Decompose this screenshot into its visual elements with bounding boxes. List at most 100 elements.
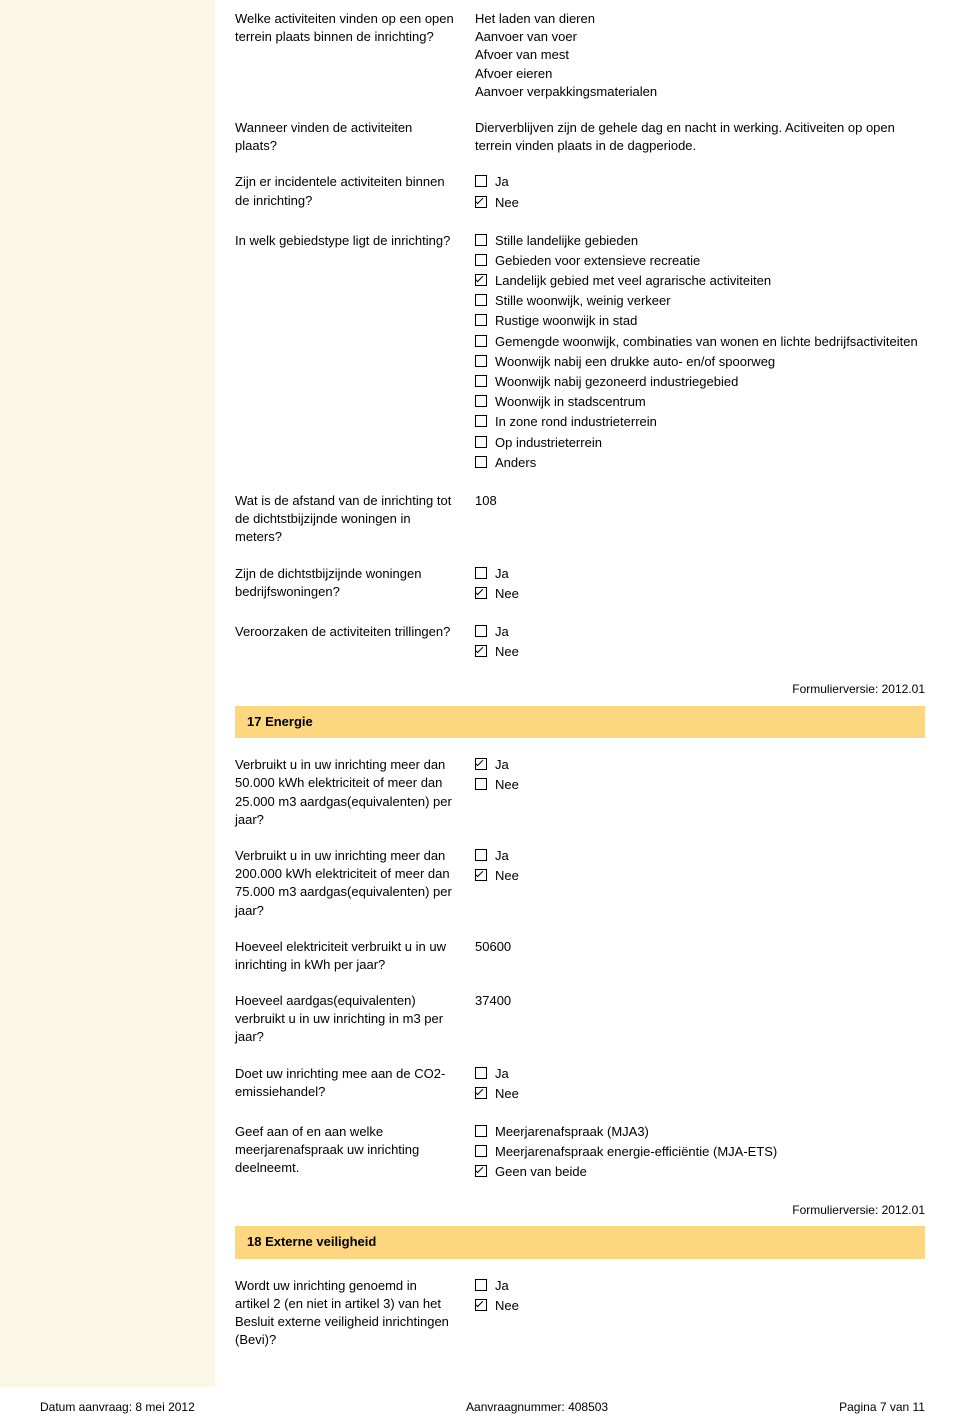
checkbox-label: In zone rond industrieterrein <box>495 413 657 431</box>
checkbox-icon[interactable] <box>475 1125 487 1137</box>
answer-company-homes: Ja Nee <box>475 565 925 605</box>
checkbox-option[interactable]: Gebieden voor extensieve recreatie <box>475 252 925 270</box>
checkbox-icon[interactable] <box>475 1067 487 1079</box>
answer-mja: Meerjarenafspraak (MJA3) Meerjarenafspraa… <box>475 1123 925 1184</box>
question-vibrations: Veroorzaken de activiteiten trillingen? <box>235 623 475 663</box>
footer-date: Datum aanvraag: 8 mei 2012 <box>20 1399 235 1416</box>
checkbox-icon[interactable] <box>475 758 487 770</box>
checkbox-option[interactable]: In zone rond industrieterrein <box>475 413 925 431</box>
checkbox-label: Op industrieterrein <box>495 434 602 452</box>
checkbox-icon[interactable] <box>475 869 487 881</box>
checkbox-label: Ja <box>495 756 509 774</box>
checkbox-icon[interactable] <box>475 254 487 266</box>
checkbox-icon[interactable] <box>475 375 487 387</box>
checkbox-icon[interactable] <box>475 234 487 246</box>
checkbox-label: Nee <box>495 776 519 794</box>
checkbox-option[interactable]: Woonwijk nabij een drukke auto- en/of sp… <box>475 353 925 371</box>
checkbox-icon[interactable] <box>475 1087 487 1099</box>
checkbox-option[interactable]: Stille woonwijk, weinig verkeer <box>475 292 925 310</box>
checkbox-option[interactable]: Meerjarenafspraak energie-efficiëntie (M… <box>475 1143 925 1161</box>
checkbox-label: Geen van beide <box>495 1163 587 1181</box>
question-gas-amount: Hoeveel aardgas(equivalenten) verbruikt … <box>235 992 475 1047</box>
page-footer: Datum aanvraag: 8 mei 2012 Aanvraagnumme… <box>0 1387 960 1428</box>
checkbox-option[interactable]: Geen van beide <box>475 1163 925 1181</box>
checkbox-icon[interactable] <box>475 395 487 407</box>
checkbox-label: Nee <box>495 643 519 661</box>
checkbox-option[interactable]: Nee <box>475 867 925 885</box>
checkbox-label: Nee <box>495 867 519 885</box>
checkbox-icon[interactable] <box>475 294 487 306</box>
checkbox-option[interactable]: Woonwijk in stadscentrum <box>475 393 925 411</box>
checkbox-label: Gemengde woonwijk, combinaties van wonen… <box>495 333 918 351</box>
checkbox-option[interactable]: Op industrieterrein <box>475 434 925 452</box>
checkbox-option[interactable]: Landelijk gebied met veel agrarische act… <box>475 272 925 290</box>
checkbox-label: Woonwijk nabij een drukke auto- en/of sp… <box>495 353 775 371</box>
checkbox-label: Woonwijk nabij gezoneerd industriegebied <box>495 373 738 391</box>
checkbox-label: Gebieden voor extensieve recreatie <box>495 252 700 270</box>
checkbox-option[interactable]: Ja <box>475 847 925 865</box>
section-18-header: 18 Externe veiligheid <box>235 1226 925 1258</box>
checkbox-option[interactable]: Nee <box>475 1085 925 1103</box>
checkbox-option[interactable]: Gemengde woonwijk, combinaties van wonen… <box>475 333 925 351</box>
left-margin <box>0 0 215 1387</box>
checkbox-icon[interactable] <box>475 314 487 326</box>
answer-bevi: Ja Nee <box>475 1277 925 1350</box>
checkbox-option[interactable]: Ja <box>475 1277 925 1295</box>
footer-number: Aanvraagnummer: 408503 <box>466 1399 608 1416</box>
checkbox-icon[interactable] <box>475 778 487 790</box>
checkbox-label: Ja <box>495 847 509 865</box>
question-incidental-activities: Zijn er incidentele activiteiten binnen … <box>235 173 475 213</box>
checkbox-icon[interactable] <box>475 175 487 187</box>
checkbox-option[interactable]: Ja <box>475 1065 925 1083</box>
checkbox-option[interactable]: Nee <box>475 776 925 794</box>
checkbox-label: Nee <box>495 194 519 212</box>
checkbox-icon[interactable] <box>475 1299 487 1311</box>
question-when-activities: Wanneer vinden de activiteiten plaats? <box>235 119 475 155</box>
checkbox-option[interactable]: Nee <box>475 194 925 212</box>
answer-co2-trade: Ja Nee <box>475 1065 925 1105</box>
checkbox-option[interactable]: Woonwijk nabij gezoneerd industriegebied <box>475 373 925 391</box>
footer-page: Pagina 7 van 11 <box>839 1399 925 1416</box>
content-area: Welke activiteiten vinden op een open te… <box>215 0 960 1387</box>
checkbox-icon[interactable] <box>475 456 487 468</box>
checkbox-label: Woonwijk in stadscentrum <box>495 393 646 411</box>
question-electricity-amount: Hoeveel elektriciteit verbruikt u in uw … <box>235 938 475 974</box>
checkbox-label: Nee <box>495 1297 519 1315</box>
checkbox-option[interactable]: Nee <box>475 585 925 603</box>
checkbox-label: Rustige woonwijk in stad <box>495 312 637 330</box>
checkbox-icon[interactable] <box>475 335 487 347</box>
checkbox-icon[interactable] <box>475 587 487 599</box>
checkbox-icon[interactable] <box>475 274 487 286</box>
answer-distance: 108 <box>475 492 925 547</box>
checkbox-label: Ja <box>495 1277 509 1295</box>
checkbox-option[interactable]: Ja <box>475 565 925 583</box>
answer-area-type: Stille landelijke gebieden Gebieden voor … <box>475 232 925 474</box>
checkbox-option[interactable]: Nee <box>475 643 925 661</box>
form-version-2: Formulierversie: 2012.01 <box>235 1202 925 1219</box>
checkbox-icon[interactable] <box>475 849 487 861</box>
checkbox-option[interactable]: Nee <box>475 1297 925 1315</box>
checkbox-option[interactable]: Ja <box>475 623 925 641</box>
checkbox-icon[interactable] <box>475 625 487 637</box>
checkbox-label: Stille landelijke gebieden <box>495 232 638 250</box>
section-17-header: 17 Energie <box>235 706 925 738</box>
checkbox-option[interactable]: Ja <box>475 756 925 774</box>
checkbox-icon[interactable] <box>475 355 487 367</box>
answer-when-activities: Dierverblijven zijn de gehele dag en nac… <box>475 119 925 155</box>
checkbox-icon[interactable] <box>475 567 487 579</box>
checkbox-option[interactable]: Meerjarenafspraak (MJA3) <box>475 1123 925 1141</box>
answer-electricity-amount: 50600 <box>475 938 925 974</box>
checkbox-option[interactable]: Ja <box>475 173 925 191</box>
checkbox-icon[interactable] <box>475 196 487 208</box>
checkbox-option[interactable]: Stille landelijke gebieden <box>475 232 925 250</box>
answer-activities-open-terrain: Het laden van dieren Aanvoer van voer Af… <box>475 10 925 101</box>
checkbox-icon[interactable] <box>475 436 487 448</box>
checkbox-option[interactable]: Anders <box>475 454 925 472</box>
checkbox-option[interactable]: Rustige woonwijk in stad <box>475 312 925 330</box>
checkbox-icon[interactable] <box>475 645 487 657</box>
checkbox-icon[interactable] <box>475 415 487 427</box>
checkbox-icon[interactable] <box>475 1145 487 1157</box>
checkbox-icon[interactable] <box>475 1165 487 1177</box>
question-company-homes: Zijn de dichtstbijzijnde woningen bedrij… <box>235 565 475 605</box>
checkbox-icon[interactable] <box>475 1279 487 1291</box>
